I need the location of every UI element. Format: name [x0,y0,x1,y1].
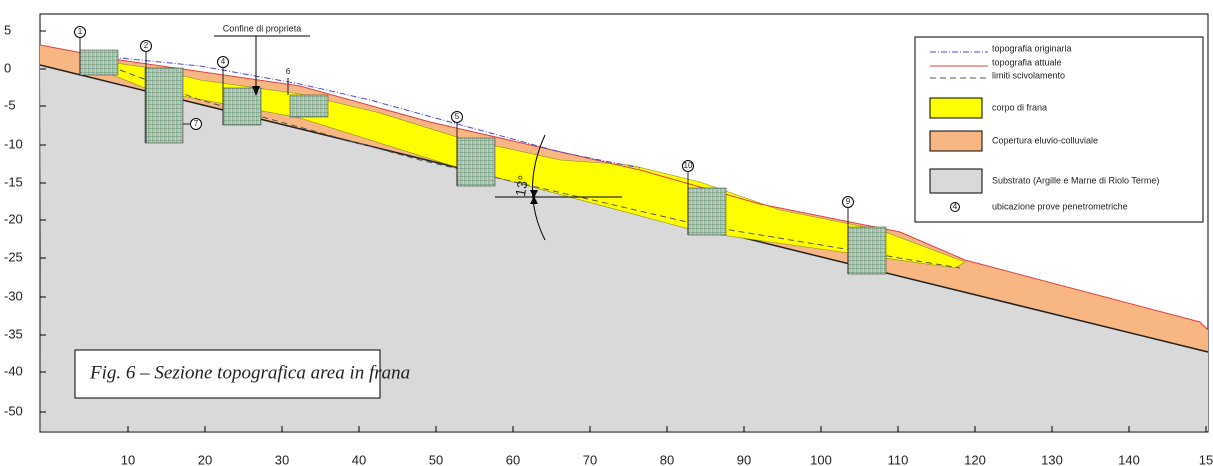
x-tick-label: 50 [429,452,443,466]
legend-symbol: 4 [953,202,958,211]
x-tick-label: 30 [275,452,289,466]
y-tick-label: -20 [4,211,23,226]
borehole-label: 2 [144,41,149,50]
borehole-label: 10 [684,161,693,170]
caption: Fig. 6 – Sezione topografica area in fra… [89,362,410,383]
x-tick-label: 15 [1199,452,1213,466]
y-tick-label: -35 [4,326,23,341]
y-tick-label: 0 [4,60,11,75]
page: 124651097 Confine di proprieta 13° topog… [0,0,1213,466]
x-tick-label: 140 [1118,452,1140,466]
legend-label: topografia attuale [992,57,1062,67]
y-tick-label: -40 [4,363,23,378]
legend-label: corpo di frana [992,102,1047,112]
x-tick-label: 100 [810,452,832,466]
y-tick-label: -10 [4,136,23,151]
borehole-label: 1 [78,27,83,36]
x-tick-label: 110 [888,452,909,466]
x-tick-label: 70 [583,452,597,466]
y-tick-label: -30 [4,288,23,303]
x-tick-label: 90 [737,452,751,466]
borehole-label: 4 [221,57,226,66]
legend-label: limiti scivolamento [992,70,1065,80]
borehole-label: 7 [194,119,199,128]
legend-label: ubicazione prove penetrometriche [992,201,1128,211]
x-tick-label: 40 [352,452,366,466]
x-tick-label: 20 [198,452,212,466]
legend-label: topografia originaria [992,43,1072,53]
x-tick-label: 80 [660,452,674,466]
x-tick-label: 120 [964,452,986,466]
borehole-label: 6 [286,67,291,76]
x-tick-label: 60 [506,452,520,466]
y-tick-label: -25 [4,249,23,264]
borehole-label: 5 [455,112,460,121]
y-tick-label: 5 [4,22,11,37]
x-tick-label: 130 [1041,452,1063,466]
y-tick-label: -50 [4,403,23,418]
borehole-label: 9 [846,197,851,206]
x-tick-label: 10 [121,452,135,466]
section-diagram: 124651097 Confine di proprieta 13° topog… [0,0,1213,466]
property-label: Confine di proprieta [223,23,302,33]
y-tick-label: -15 [4,174,23,189]
y-tick-label: -5 [4,97,16,112]
legend-label: Copertura eluvio-colluviale [992,135,1098,145]
legend-label: Substrato (Argille e Marne di Riolo Term… [992,175,1159,185]
